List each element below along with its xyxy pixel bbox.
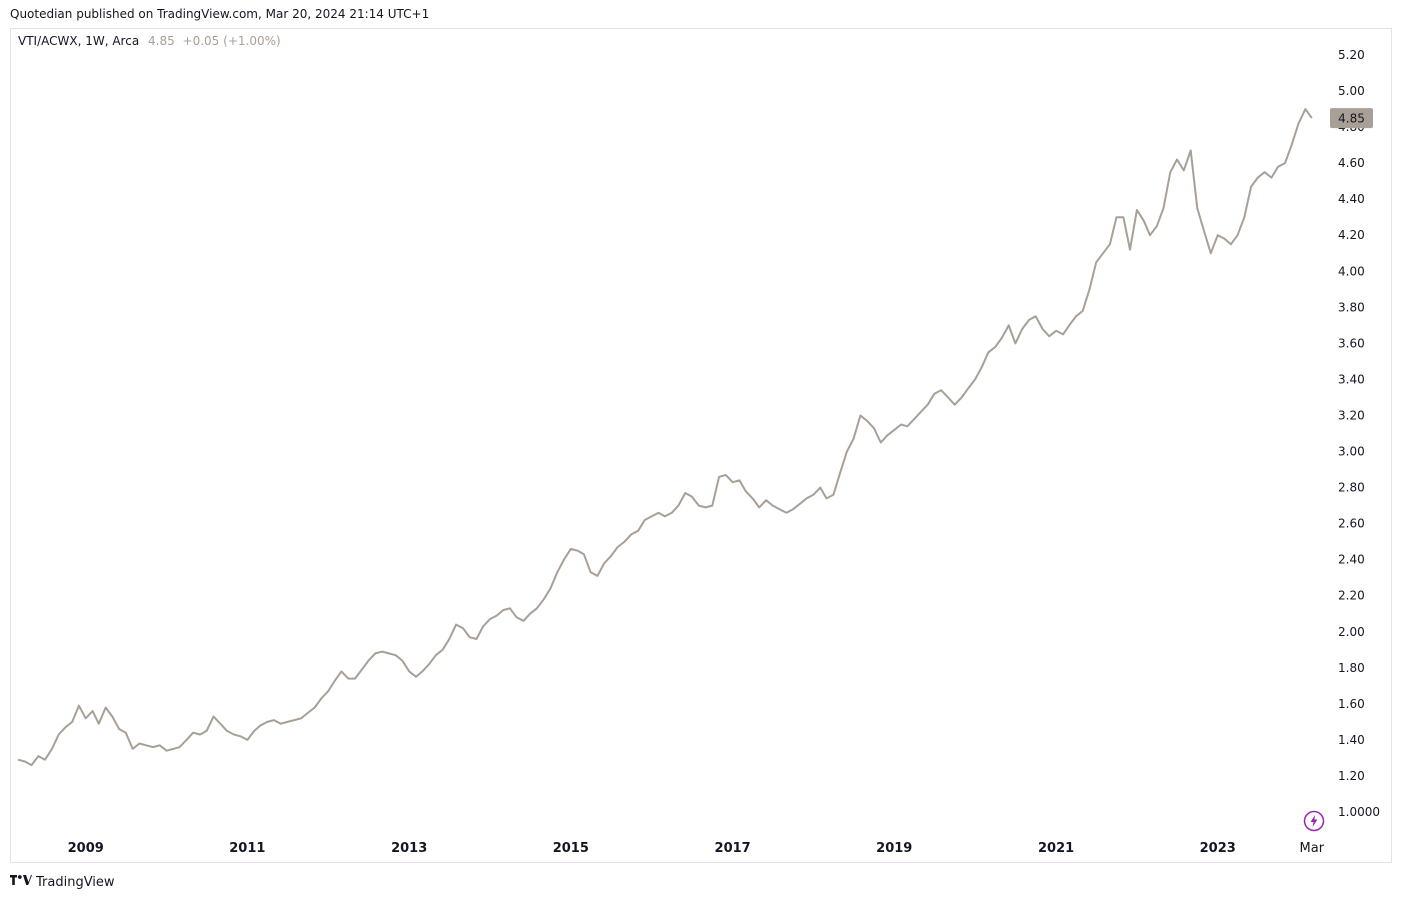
y-tick-label: 2.20 xyxy=(1338,589,1365,603)
legend-value: 4.85 xyxy=(148,34,175,48)
x-tick-label: 2011 xyxy=(229,841,265,856)
y-tick-label: 1.80 xyxy=(1338,661,1365,675)
y-tick-label: 4.60 xyxy=(1338,156,1365,170)
y-tick-label: 1.20 xyxy=(1338,769,1365,783)
y-tick-label: 4.40 xyxy=(1338,192,1365,206)
y-tick-label: 3.20 xyxy=(1338,408,1365,422)
tradingview-brand[interactable]: TradingView xyxy=(10,874,115,890)
tradingview-label: TradingView xyxy=(36,874,115,890)
last-price-label: 4.85 xyxy=(1338,112,1365,126)
tradingview-logo-icon xyxy=(10,874,32,890)
last-price-tag xyxy=(1330,108,1373,129)
x-tick-label: 2009 xyxy=(68,841,104,856)
y-tick-label: 5.20 xyxy=(1338,48,1365,62)
series-line xyxy=(17,108,1313,767)
x-tick-label: 2015 xyxy=(553,841,589,856)
y-tick-label: 4.20 xyxy=(1338,228,1365,242)
y-tick-label: 2.00 xyxy=(1338,625,1365,639)
x-tick-label: 2023 xyxy=(1200,841,1236,856)
legend-change: +0.05 (+1.00%) xyxy=(182,34,281,48)
chart-pane[interactable] xyxy=(10,28,1392,863)
x-tick-label: 2021 xyxy=(1038,841,1074,856)
y-tick-label: 3.00 xyxy=(1338,445,1365,459)
publisher-caption: Quotedian published on TradingView.com, … xyxy=(10,7,430,21)
x-tick-label: 2019 xyxy=(876,841,912,856)
chart-legend: VTI/ACWX, 1W, Arca 4.85 +0.05 (+1.00%) xyxy=(18,34,281,48)
x-tick-label: 2013 xyxy=(391,841,427,856)
y-tick-label: 4.00 xyxy=(1338,264,1365,278)
y-tick-label: 1.60 xyxy=(1338,697,1365,711)
y-tick-label: 3.80 xyxy=(1338,300,1365,314)
x-tick-label: 2017 xyxy=(715,841,751,856)
y-tick-label: 5.00 xyxy=(1338,84,1365,98)
lightning-bolt-icon[interactable] xyxy=(1303,810,1325,832)
y-tick-label: 1.40 xyxy=(1338,733,1365,747)
y-tick-label: 2.40 xyxy=(1338,553,1365,567)
y-tick-label: 3.60 xyxy=(1338,336,1365,350)
x-tick-label: Mar xyxy=(1300,841,1325,856)
y-tick-label: 3.40 xyxy=(1338,372,1365,386)
y-tick-label: 1.0000 xyxy=(1338,805,1380,819)
y-tick-label: 2.80 xyxy=(1338,481,1365,495)
legend-symbol[interactable]: VTI/ACWX, 1W, Arca xyxy=(18,34,140,48)
y-tick-label: 2.60 xyxy=(1338,517,1365,531)
